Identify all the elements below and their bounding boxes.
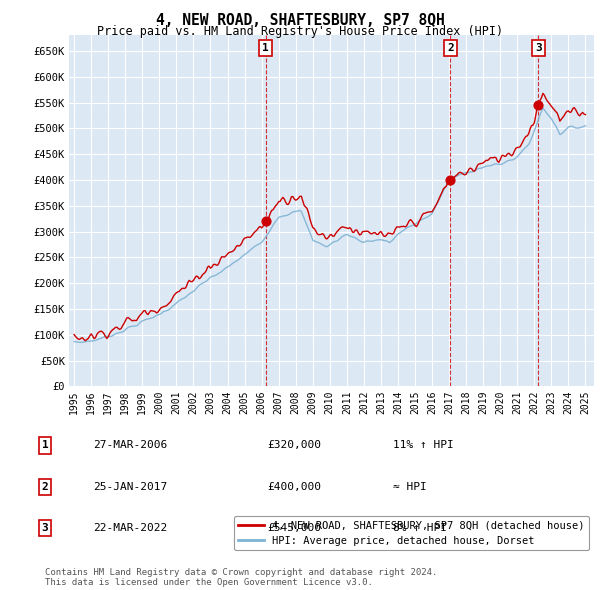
- Text: Contains HM Land Registry data © Crown copyright and database right 2024.
This d: Contains HM Land Registry data © Crown c…: [45, 568, 437, 587]
- Text: £320,000: £320,000: [267, 441, 321, 450]
- Text: 11% ↑ HPI: 11% ↑ HPI: [393, 441, 454, 450]
- Text: ≈ HPI: ≈ HPI: [393, 482, 427, 491]
- Text: £400,000: £400,000: [267, 482, 321, 491]
- Legend: 4, NEW ROAD, SHAFTESBURY, SP7 8QH (detached house), HPI: Average price, detached: 4, NEW ROAD, SHAFTESBURY, SP7 8QH (detac…: [233, 516, 589, 550]
- Text: 27-MAR-2006: 27-MAR-2006: [93, 441, 167, 450]
- Point: [261, 217, 271, 226]
- Text: 22-MAR-2022: 22-MAR-2022: [93, 523, 167, 533]
- Point: [446, 175, 455, 185]
- Text: 4, NEW ROAD, SHAFTESBURY, SP7 8QH: 4, NEW ROAD, SHAFTESBURY, SP7 8QH: [155, 13, 445, 28]
- Text: 1: 1: [41, 441, 49, 450]
- Text: 3: 3: [41, 523, 49, 533]
- Text: Price paid vs. HM Land Registry's House Price Index (HPI): Price paid vs. HM Land Registry's House …: [97, 25, 503, 38]
- Text: 2: 2: [41, 482, 49, 491]
- Text: 1: 1: [262, 42, 269, 53]
- Text: 2: 2: [447, 42, 454, 53]
- Text: 25-JAN-2017: 25-JAN-2017: [93, 482, 167, 491]
- Point: [533, 100, 543, 110]
- Text: £545,000: £545,000: [267, 523, 321, 533]
- Text: 8% ↑ HPI: 8% ↑ HPI: [393, 523, 447, 533]
- Text: 3: 3: [535, 42, 542, 53]
